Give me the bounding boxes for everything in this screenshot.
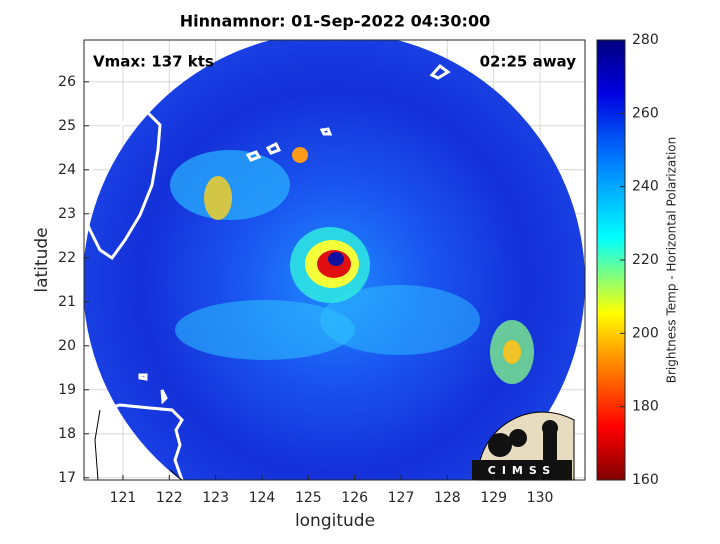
y-tick-label: 18	[58, 426, 76, 442]
y-tick-label: 17	[58, 470, 76, 486]
x-tick-label: 121	[110, 490, 137, 506]
x-tick-label: 126	[341, 490, 368, 506]
y-axis-label: latitude	[32, 227, 52, 292]
rainband	[175, 300, 355, 360]
time-label: 02:25 away	[480, 53, 577, 71]
logo-text: CIMSS	[488, 464, 556, 477]
vmax-label: Vmax: 137 kts	[93, 53, 214, 71]
colorbar-tick-label: 180	[632, 399, 659, 415]
y-tick-label: 25	[58, 118, 76, 134]
x-tick-label: 124	[249, 490, 276, 506]
rainband	[170, 150, 290, 220]
logo: CIMSS	[472, 411, 575, 481]
x-tick-label: 130	[527, 490, 554, 506]
y-tick-label: 23	[58, 206, 76, 222]
rainband	[320, 285, 480, 355]
x-tick-label: 129	[480, 490, 507, 506]
x-tick-label: 122	[156, 490, 183, 506]
y-tick-label: 20	[58, 338, 76, 354]
x-tick-label: 128	[434, 490, 461, 506]
y-tick-label: 24	[58, 162, 76, 178]
colorbar-label: Brightness Temp - Horizontal Polarizatio…	[665, 137, 679, 384]
colorbar-tick-label: 160	[632, 472, 659, 488]
y-tick-label: 22	[58, 250, 76, 266]
y-tick-label: 19	[58, 382, 76, 398]
plot-frame	[83, 39, 586, 481]
rainband	[204, 176, 232, 220]
colorbar-tick-label: 240	[632, 179, 659, 195]
y-tick-label: 26	[58, 74, 76, 90]
x-axis-label: longitude	[295, 511, 375, 531]
x-tick-label: 125	[295, 490, 322, 506]
coastlines	[84, 63, 451, 480]
eye	[328, 252, 344, 266]
x-tick-label: 127	[388, 490, 415, 506]
y-tick-label: 21	[58, 294, 76, 310]
colorbar-tick-label: 280	[632, 32, 659, 48]
title: Hinnamnor: 01-Sep-2022 04:30:00	[180, 12, 490, 31]
colorbar-tick-label: 200	[632, 325, 659, 341]
rainband	[292, 147, 308, 163]
x-tick-label: 123	[202, 490, 229, 506]
colorbar-tick-label: 220	[632, 252, 659, 268]
colorbar-tick-label: 260	[632, 105, 659, 121]
rainband	[503, 340, 521, 364]
satellite-image	[84, 40, 585, 480]
